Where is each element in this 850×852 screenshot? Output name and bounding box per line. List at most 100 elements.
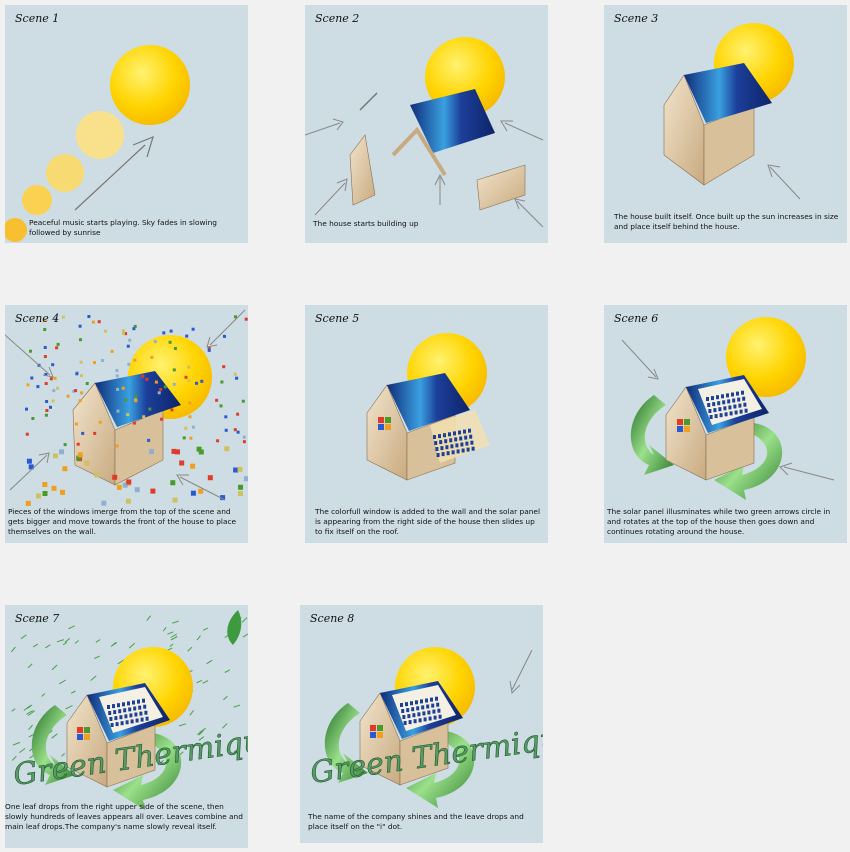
window-piece-icon (56, 342, 60, 346)
motion-arrow-icon (767, 164, 801, 200)
window-piece-icon (220, 495, 226, 501)
solar-cell-icon (433, 715, 437, 720)
scene-4-illustration (5, 309, 248, 506)
window-piece-icon (84, 460, 90, 466)
window-piece-icon (170, 408, 174, 412)
leaf-icon (157, 759, 164, 766)
window-piece-icon (44, 382, 48, 385)
window-piece-icon (189, 436, 193, 440)
window-piece-icon (28, 464, 34, 470)
scene-3-illustration (663, 23, 801, 200)
solar-cell-icon (443, 433, 446, 438)
solar-cell-icon (445, 445, 449, 450)
motion-arrow-icon (206, 309, 246, 348)
motion-arrow-icon (5, 334, 54, 378)
window-piece-icon (190, 463, 196, 469)
solar-cell-icon (739, 409, 743, 414)
solar-cell-icon (708, 409, 712, 413)
solar-cell-icon (415, 700, 418, 705)
green-arrow-icon (324, 703, 368, 783)
solar-cell-icon (431, 703, 435, 708)
scene-8-illustration: Green Thermique (308, 647, 543, 808)
solar-cell-icon (724, 412, 728, 417)
solar-cell-icon (466, 447, 470, 452)
scene-1-illustration (5, 45, 190, 242)
window-piece-icon (115, 374, 119, 378)
window-piece-icon (147, 438, 151, 442)
colorful-window-icon (378, 417, 391, 430)
leaf-icon (70, 690, 76, 694)
solar-cell-icon (433, 435, 436, 439)
window-piece-icon (159, 388, 163, 391)
window-piece-icon (134, 394, 138, 398)
solar-cell-icon (460, 442, 464, 447)
window-piece-icon (145, 377, 149, 381)
solar-cell-icon (458, 430, 461, 435)
solar-cell-icon (734, 410, 738, 415)
solar-cell-icon (465, 441, 469, 446)
solar-cell-icon (716, 395, 719, 400)
window-piece-icon (91, 320, 95, 324)
solar-cell-icon (130, 719, 134, 724)
solar-cell-icon (127, 701, 130, 706)
solar-cell-icon (713, 408, 717, 413)
leaf-icon (196, 635, 201, 641)
solar-cell-icon (718, 407, 722, 412)
scene-title: Scene 4 (15, 312, 60, 325)
leaf-icon (28, 724, 33, 731)
window-piece-icon (61, 315, 65, 319)
window-piece-icon (53, 453, 58, 459)
window-piece-icon (25, 432, 29, 436)
window-piece-icon (30, 376, 34, 380)
window-piece-icon (236, 412, 240, 416)
solar-cell-icon (133, 706, 137, 711)
solar-cell-icon (425, 698, 428, 703)
window-piece-icon (56, 386, 60, 390)
window-piece-icon (100, 359, 104, 362)
window-piece-icon (233, 372, 237, 376)
scene-caption: The colorfull window is added to the wal… (315, 507, 541, 536)
solar-cell-icon (430, 697, 433, 702)
scene-title: Scene 5 (315, 312, 360, 325)
leaf-icon (27, 710, 36, 716)
solar-cell-icon (413, 719, 417, 724)
motion-arrow-icon (314, 178, 348, 216)
wall-piece-icon (349, 134, 376, 206)
scene-caption: Pieces of the windows imerge from the to… (8, 507, 237, 536)
leaf-icon (27, 663, 33, 669)
window-piece-icon (170, 480, 176, 486)
window-piece-icon (220, 380, 224, 384)
solar-cell-icon (434, 441, 438, 445)
solar-cell-icon (143, 704, 147, 709)
window-piece-icon (42, 482, 48, 487)
roof-frame-icon (391, 126, 447, 177)
solar-cell-icon (421, 705, 425, 710)
window-piece-icon (127, 362, 131, 366)
sun-trail-icon (22, 185, 52, 215)
solar-cell-icon (428, 716, 432, 721)
window-piece-icon (36, 385, 40, 389)
window-piece-icon (60, 489, 65, 495)
scene-3-panel: Scene 3 The house built itself. Once bui… (604, 5, 847, 243)
window-piece-icon (224, 446, 230, 452)
leaf-icon (12, 741, 21, 746)
window-piece-icon (26, 383, 30, 387)
solar-cell-icon (123, 708, 127, 713)
solar-cell-icon (134, 712, 138, 717)
solar-cell-icon (459, 436, 463, 441)
solar-cell-icon (400, 703, 403, 707)
window-piece-icon (122, 482, 128, 488)
motion-arrow-icon (621, 339, 659, 380)
window-piece-icon (29, 349, 32, 353)
window-piece-icon (54, 317, 58, 321)
motion-arrow-icon (434, 173, 446, 205)
solar-cell-icon (119, 715, 123, 720)
leaf-icon (202, 680, 209, 684)
solar-cell-icon (456, 449, 460, 454)
window-piece-icon (87, 315, 91, 318)
window-piece-icon (124, 332, 128, 336)
leaf-icon (74, 640, 79, 644)
leaf-icon (34, 619, 42, 623)
solar-cell-icon (741, 390, 744, 395)
solar-cell-icon (426, 704, 430, 709)
